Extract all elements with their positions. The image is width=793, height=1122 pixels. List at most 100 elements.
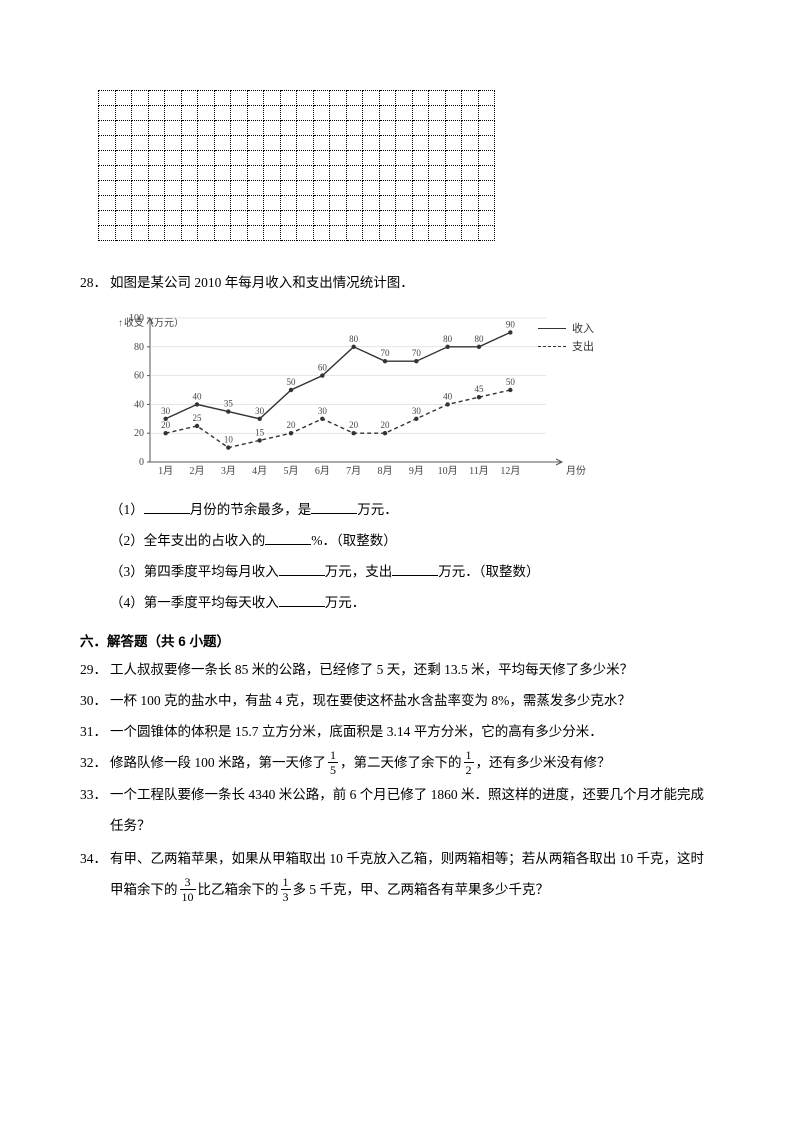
- q30-num: 30．: [80, 687, 110, 714]
- svg-text:↑: ↑: [118, 318, 123, 329]
- svg-text:20: 20: [381, 420, 391, 430]
- q29: 29． 工人叔叔要修一条长 85 米的公路，已经修了 5 天，还剩 13.5 米…: [80, 656, 721, 683]
- svg-text:80: 80: [443, 334, 453, 344]
- blank-field[interactable]: [311, 500, 357, 515]
- svg-text:8月: 8月: [378, 465, 393, 477]
- chart-legend: 收入 支出: [538, 320, 594, 356]
- q33: 33． 一个工程队要修一条长 4340 米公路，前 6 个月已修了 1860 米…: [80, 781, 721, 840]
- svg-text:20: 20: [287, 420, 297, 430]
- q28-num: 28．: [80, 269, 110, 296]
- svg-text:20: 20: [134, 428, 144, 439]
- svg-text:9月: 9月: [409, 465, 424, 477]
- q30-text: 一杯 100 克的盐水中，有盐 4 克，现在要使这杯盐水含盐率变为 8%，需蒸发…: [110, 687, 631, 714]
- svg-text:30: 30: [255, 406, 265, 416]
- q34-num: 34．: [80, 845, 110, 872]
- q28-3-label: （3）第四季度平均每月收入: [110, 558, 279, 585]
- blank-field[interactable]: [144, 500, 190, 515]
- svg-text:60: 60: [318, 363, 328, 373]
- svg-text:30: 30: [161, 406, 171, 416]
- svg-text:80: 80: [349, 334, 359, 344]
- section-6-title: 六．解答题（共 6 小题）: [80, 630, 721, 650]
- svg-text:11月: 11月: [469, 465, 489, 477]
- q28-1-suffix: 万元．: [357, 496, 398, 523]
- q32-num: 32．: [80, 749, 110, 776]
- q32-b: ，第二天修了余下的: [340, 755, 462, 770]
- q34-line1: 有甲、乙两箱苹果，如果从甲箱取出 10 千克放入乙箱，则两箱相等；若从两箱各取出…: [110, 845, 704, 872]
- q33-line2: 任务？: [80, 812, 721, 840]
- q30: 30． 一杯 100 克的盐水中，有盐 4 克，现在要使这杯盐水含盐率变为 8%…: [80, 687, 721, 714]
- q29-num: 29．: [80, 656, 110, 683]
- fraction: 12: [462, 749, 476, 776]
- svg-text:50: 50: [287, 377, 297, 387]
- q33-line1: 一个工程队要修一条长 4340 米公路，前 6 个月已修了 1860 米．照这样…: [110, 781, 704, 808]
- svg-text:35: 35: [224, 399, 234, 409]
- q34: 34． 有甲、乙两箱苹果，如果从甲箱取出 10 千克放入乙箱，则两箱相等；若从两…: [80, 845, 721, 904]
- blank-field[interactable]: [392, 562, 438, 577]
- svg-text:5月: 5月: [284, 465, 299, 477]
- svg-text:30: 30: [318, 406, 328, 416]
- svg-text:20: 20: [161, 420, 171, 430]
- q31-text: 一个圆锥体的体积是 15.7 立方分米，底面积是 3.14 平方分米，它的高有多…: [110, 718, 603, 745]
- q28-4: （4）第一季度平均每天收入 万元．: [80, 589, 721, 616]
- fraction: 13: [279, 876, 293, 903]
- q28-1-label: （1）: [110, 496, 144, 523]
- svg-text:60: 60: [134, 371, 144, 382]
- q34-2b: 比乙箱余下的: [198, 882, 279, 897]
- q32-a: 修路队修一段 100 米路，第一天修了: [110, 755, 326, 770]
- legend-income: 收入: [572, 320, 594, 336]
- q34-2c: 多 5 千克，甲、乙两箱各有苹果多少千克？: [293, 882, 550, 897]
- q28-3: （3）第四季度平均每月收入 万元，支出 万元．（取整数）: [80, 558, 721, 585]
- q28-intro: 如图是某公司 2010 年每月收入和支出情况统计图．: [110, 269, 414, 296]
- q31-num: 31．: [80, 718, 110, 745]
- svg-text:30: 30: [412, 406, 422, 416]
- q32: 32． 修路队修一段 100 米路，第一天修了15，第二天修了余下的12，还有多…: [80, 749, 721, 777]
- svg-text:10: 10: [224, 435, 234, 445]
- svg-text:40: 40: [443, 391, 453, 401]
- svg-text:2月: 2月: [190, 465, 205, 477]
- q28-2-suffix: %．（取整数）: [311, 527, 397, 554]
- blank-field[interactable]: [279, 593, 325, 608]
- svg-text:15: 15: [255, 427, 265, 437]
- svg-text:6月: 6月: [315, 465, 330, 477]
- fraction: 15: [326, 749, 340, 776]
- q31: 31． 一个圆锥体的体积是 15.7 立方分米，底面积是 3.14 平方分米，它…: [80, 718, 721, 745]
- q28-4-label: （4）第一季度平均每天收入: [110, 589, 279, 616]
- q28-3-mid: 万元，支出: [325, 558, 393, 585]
- legend-expense: 支出: [572, 338, 594, 354]
- svg-text:10月: 10月: [438, 465, 458, 477]
- svg-text:0: 0: [139, 457, 144, 468]
- q34-2a: 甲箱余下的: [110, 882, 178, 897]
- fraction: 310: [178, 876, 198, 903]
- q29-text: 工人叔叔要修一条长 85 米的公路，已经修了 5 天，还剩 13.5 米，平均每…: [110, 656, 633, 683]
- q32-c: ，还有多少米没有修？: [476, 755, 611, 770]
- svg-text:4月: 4月: [252, 465, 267, 477]
- svg-text:45: 45: [475, 384, 485, 394]
- svg-text:50: 50: [506, 377, 516, 387]
- svg-text:40: 40: [134, 399, 144, 410]
- svg-text:20: 20: [349, 420, 359, 430]
- svg-text:25: 25: [193, 413, 203, 423]
- q28-1-text: 月份的节余最多，是: [190, 496, 312, 523]
- q33-num: 33．: [80, 781, 110, 808]
- q28: 28． 如图是某公司 2010 年每月收入和支出情况统计图．: [80, 269, 721, 296]
- blank-grid: [98, 90, 721, 241]
- svg-text:70: 70: [381, 348, 391, 358]
- svg-text:1月: 1月: [158, 465, 173, 477]
- svg-text:90: 90: [506, 319, 516, 329]
- q28-2-label: （2）全年支出的占收入的: [110, 527, 265, 554]
- chart-income-expense: ↑收支（万元）0204060801001月2月3月4月5月6月7月8月9月10月…: [108, 306, 598, 486]
- svg-text:月份: 月份: [566, 465, 586, 477]
- svg-text:12月: 12月: [500, 465, 520, 477]
- q28-3-suffix: 万元．（取整数）: [438, 558, 539, 585]
- blank-field[interactable]: [279, 562, 325, 577]
- svg-text:7月: 7月: [346, 465, 361, 477]
- svg-text:3月: 3月: [221, 465, 236, 477]
- blank-field[interactable]: [265, 531, 311, 546]
- svg-text:40: 40: [193, 391, 203, 401]
- svg-text:70: 70: [412, 348, 422, 358]
- q28-1: （1） 月份的节余最多，是 万元．: [80, 496, 721, 523]
- svg-text:80: 80: [134, 342, 144, 353]
- svg-text:80: 80: [475, 334, 485, 344]
- q28-2: （2）全年支出的占收入的 %．（取整数）: [80, 527, 721, 554]
- svg-text:100: 100: [129, 313, 144, 324]
